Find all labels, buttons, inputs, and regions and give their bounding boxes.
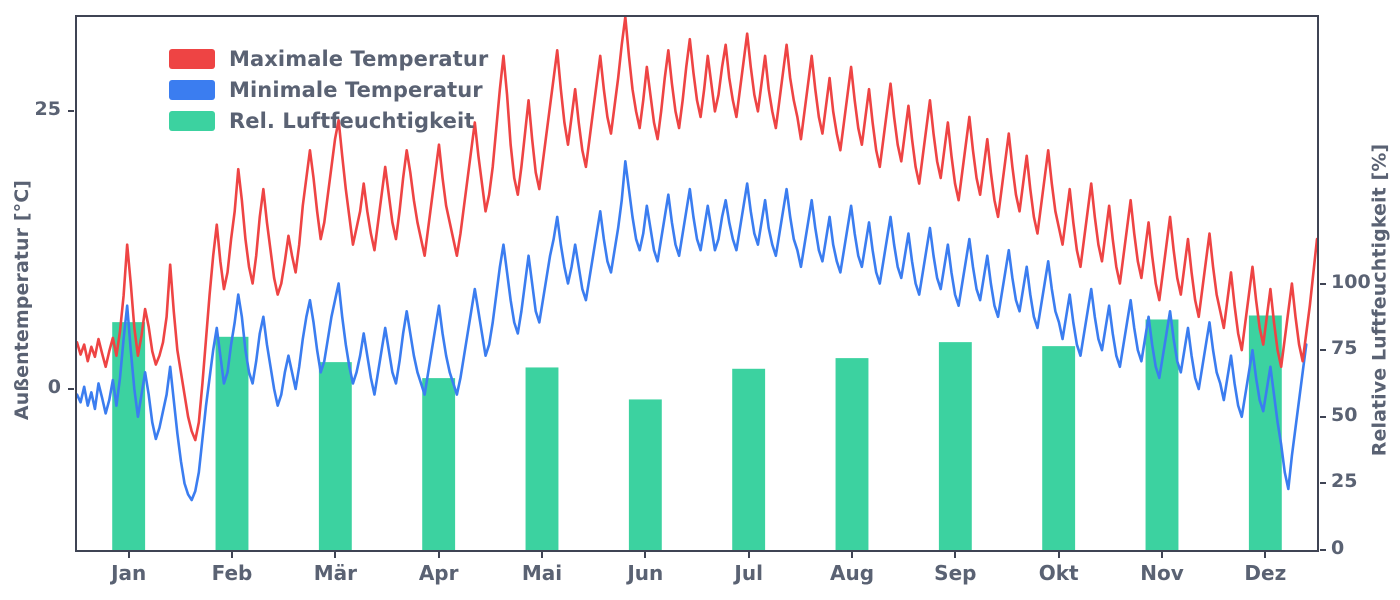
y-tick-mark-right [1320,349,1326,352]
humidity-bar [525,367,559,550]
x-tick-mark [1264,552,1267,558]
x-tick-label-jun: Jun [627,561,664,585]
humidity-bar [732,368,766,550]
y-tick-label-left: 0 [47,375,61,398]
x-tick-label-jan: Jan [111,561,147,585]
y-tick-label-right: 75 [1331,337,1358,360]
x-tick-mark [1057,552,1060,558]
legend-swatch-humidity [169,111,215,131]
humidity-bar [1042,346,1076,550]
x-tick-mark [644,552,647,558]
x-tick-mark [127,552,130,558]
humidity-bar [938,342,972,550]
x-tick-label-nov: Nov [1140,561,1184,585]
y-tick-mark-right [1320,415,1326,418]
y-tick-mark-right [1320,282,1326,285]
y-tick-mark-right [1320,482,1326,485]
y-tick-label-left: 25 [34,98,61,121]
chart-legend: Maximale Temperatur Minimale Temperatur … [165,43,498,139]
y-tick-label-right: 25 [1331,470,1358,493]
min-temperature-line [77,160,1308,502]
x-tick-mark [954,552,957,558]
humidity-bar [422,378,456,550]
y-tick-mark-left [68,387,74,390]
humidity-bar [112,322,146,550]
legend-item-max-temp: Maximale Temperatur [169,47,488,71]
legend-label-min-temp: Minimale Temperatur [229,78,483,102]
x-tick-mark [437,552,440,558]
y-tick-label-right: 0 [1331,537,1345,559]
humidity-bar [318,362,352,550]
x-tick-mark [231,552,233,558]
x-tick-label-mai: Mai [521,561,563,585]
humidity-bar [835,358,869,550]
legend-swatch-min-temp [169,80,215,100]
legend-item-min-temp: Minimale Temperatur [169,78,488,102]
x-tick-label-sep: Sep [934,561,977,585]
x-tick-label-aug: Aug [829,561,875,585]
humidity-bars [112,315,1282,550]
humidity-bar [215,336,249,550]
y-tick-label-right: 100 [1331,270,1371,293]
x-tick-mark [851,552,853,558]
x-tick-mark [747,552,750,558]
y-axis-right-title: Relative Luftfeuchtigkeit [%] [1369,143,1391,457]
humidity-bar [628,399,662,550]
x-tick-mark [334,552,337,558]
x-tick-label-apr: Apr [418,561,459,585]
y-tick-mark-right [1320,549,1326,551]
x-tick-label-dez: Dez [1244,561,1287,585]
x-tick-label-feb: Feb [211,561,253,585]
plot-area: Maximale Temperatur Minimale Temperatur … [75,15,1319,552]
max-temperature-line [77,17,1317,442]
legend-label-humidity: Rel. Luftfeuchtigkeit [229,109,475,133]
x-tick-label-okt: Okt [1038,561,1079,585]
legend-label-max-temp: Maximale Temperatur [229,47,489,71]
legend-swatch-max-temp [169,49,215,69]
legend-item-humidity: Rel. Luftfeuchtigkeit [169,109,488,133]
x-tick-label-mär: Mär [313,561,357,585]
y-tick-mark-left [68,110,74,113]
y-tick-label-right: 50 [1331,403,1358,426]
x-tick-mark [1161,552,1163,558]
x-tick-mark [541,552,543,558]
x-tick-label-jul: Jul [734,561,763,585]
plot-canvas [77,17,1317,550]
